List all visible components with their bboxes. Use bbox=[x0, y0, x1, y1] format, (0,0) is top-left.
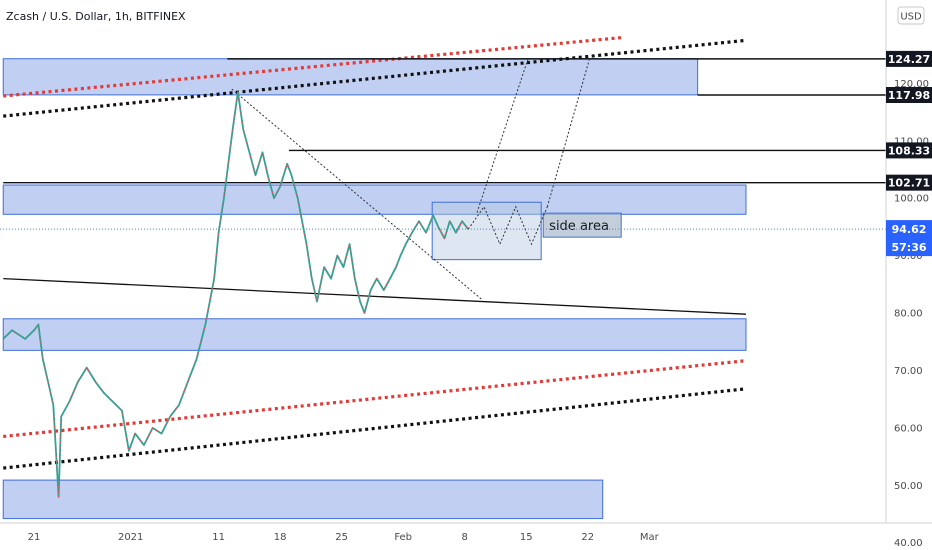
x-tick-label: 2021 bbox=[118, 532, 143, 543]
level-price-tag-2 bbox=[886, 142, 932, 159]
level-price-tag-0 bbox=[886, 50, 932, 67]
x-tick-label: 8 bbox=[462, 532, 468, 543]
channel-dotted-line-1 bbox=[3, 38, 747, 118]
side-area-label-box bbox=[542, 212, 622, 238]
lines-layer bbox=[0, 35, 886, 470]
x-tick-label: 18 bbox=[274, 532, 287, 543]
x-tick-label: 25 bbox=[335, 532, 348, 543]
current-price-tag bbox=[886, 220, 932, 257]
current-price-label: 94.62 bbox=[892, 223, 927, 236]
currency-label: USD bbox=[900, 12, 922, 23]
channel-dotted-line-3 bbox=[3, 387, 747, 470]
x-tick-label: 11 bbox=[212, 532, 225, 543]
y-tick-label: 60.00 bbox=[894, 423, 923, 434]
currency-badge[interactable]: USD bbox=[897, 6, 925, 25]
price-labels-layer: 124.27 117.98 108.33 102.71 94.62 57:36 bbox=[886, 50, 932, 257]
channel-dotted-line-2 bbox=[3, 359, 747, 439]
level-price-tag-3 bbox=[886, 174, 932, 191]
y-tick-label: 80.00 bbox=[894, 309, 923, 320]
level-price-label: 102.71 bbox=[888, 177, 930, 190]
y-tick-label: 40.00 bbox=[894, 538, 923, 549]
projection-up-1 bbox=[546, 58, 591, 207]
y-tick-label: 70.00 bbox=[894, 366, 923, 377]
price-line bbox=[2, 91, 469, 498]
y-tick-label: 90.00 bbox=[894, 251, 923, 262]
level-price-label: 117.98 bbox=[888, 89, 930, 102]
x-tick-label: 21 bbox=[28, 532, 41, 543]
zone-3 bbox=[2, 479, 604, 520]
projection-zigzag bbox=[467, 205, 548, 246]
side-area-box bbox=[431, 201, 542, 261]
zones-layer: side area bbox=[2, 58, 747, 520]
x-tick-label: 15 bbox=[520, 532, 533, 543]
zone-2 bbox=[2, 318, 747, 351]
y-tick-label: 100.00 bbox=[894, 194, 929, 205]
x-tick-label: Mar bbox=[640, 532, 660, 543]
chart-title: Zcash / U.S. Dollar, 1h, BITFINEX bbox=[6, 10, 186, 23]
level-price-tag-1 bbox=[886, 86, 932, 103]
x-tick-label: Feb bbox=[394, 532, 412, 543]
zone-0 bbox=[2, 58, 699, 96]
y-tick-label: 120.00 bbox=[894, 79, 929, 90]
zone-1 bbox=[2, 184, 747, 215]
y-tick-label: 110.00 bbox=[894, 136, 929, 147]
level-price-label: 108.33 bbox=[888, 144, 930, 157]
support-trendline bbox=[3, 277, 747, 315]
projection-up-0 bbox=[476, 58, 529, 213]
wedge-trendline bbox=[231, 88, 483, 301]
price-layer bbox=[2, 58, 591, 498]
level-price-label: 124.27 bbox=[888, 53, 930, 66]
x-tick-label: 22 bbox=[581, 532, 594, 543]
y-tick-label: 50.00 bbox=[894, 481, 923, 492]
countdown-label: 57:36 bbox=[891, 241, 926, 254]
side-area-label: side area bbox=[549, 219, 609, 234]
